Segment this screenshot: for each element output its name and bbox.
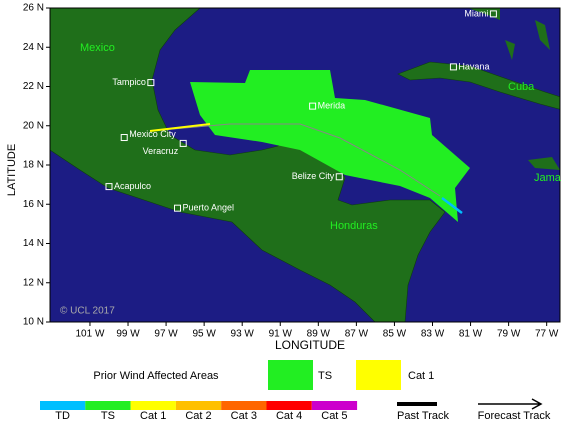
y-tick-label: 16 N (23, 199, 44, 210)
x-tick-label: 95 W (192, 329, 216, 340)
y-tick-label: 10 N (23, 317, 44, 328)
city-label: Acapulco (114, 181, 151, 191)
scale-swatch (175, 401, 222, 410)
legend-label: TS (318, 370, 332, 382)
track-label: Past Track (397, 410, 449, 422)
track-envelope (149, 123, 441, 197)
x-tick-label: 87 W (345, 329, 369, 340)
scale-label: Cat 2 (185, 410, 211, 422)
y-tick-label: 12 N (23, 277, 44, 288)
region-label: Cuba (508, 81, 535, 93)
scale-swatch (85, 401, 131, 410)
forecast-track-sample (478, 398, 543, 410)
scale-swatch (40, 401, 86, 410)
city-marker (309, 102, 317, 110)
y-axis-title: LATITUDE (6, 144, 18, 196)
city-label: Havana (458, 61, 489, 71)
copyright: © UCL 2017 (60, 306, 115, 317)
jamaica (528, 157, 560, 170)
city-marker (449, 63, 457, 71)
city-label: Tampico (112, 77, 146, 87)
legend-swatch (268, 360, 313, 390)
x-tick-label: 101 W (76, 329, 105, 340)
city-marker (179, 139, 187, 147)
city-label: Belize City (292, 171, 335, 181)
mainland (50, 8, 446, 322)
x-tick-label: 93 W (231, 329, 255, 340)
scale-swatch (221, 401, 267, 410)
region-label: Mexico (80, 42, 115, 54)
scale-label: Cat 5 (321, 410, 347, 422)
track-td (441, 197, 463, 214)
x-tick-label: 81 W (459, 329, 483, 340)
x-tick-label: 97 W (154, 329, 178, 340)
legend-title: Prior Wind Affected Areas (93, 370, 219, 382)
y-tick-label: 14 N (23, 238, 44, 249)
cuba (397, 61, 560, 110)
map-area (50, 8, 560, 322)
scale-label: TS (101, 410, 115, 422)
scale-label: Cat 3 (231, 410, 257, 422)
city-label: Miami (464, 8, 488, 18)
city-label: Mexico City (129, 129, 176, 139)
region-label: Honduras (330, 220, 378, 232)
x-tick-label: 99 W (116, 329, 140, 340)
city-label: Puerto Angel (183, 203, 235, 213)
y-tick-label: 22 N (23, 81, 44, 92)
scale-swatch (266, 401, 312, 410)
city-marker (335, 173, 343, 181)
scale-swatch (311, 401, 358, 410)
past-track (149, 123, 211, 132)
track-label: Forecast Track (478, 410, 551, 422)
scale-label: TD (55, 410, 70, 422)
city-marker (174, 204, 181, 212)
city-marker (105, 183, 113, 191)
overlay: Mexico Cuba Jama Honduras © UCL 2017 LAT… (6, 3, 562, 422)
city-marker (489, 10, 497, 18)
city-label: Merida (318, 101, 346, 111)
scale-label: Cat 4 (276, 410, 302, 422)
city-label: Veracruz (143, 146, 179, 156)
region-label: Jama (534, 172, 562, 184)
x-tick-label: 91 W (269, 329, 293, 340)
x-tick-label: 79 W (497, 329, 521, 340)
y-tick-label: 20 N (23, 120, 44, 131)
scale-swatch (130, 401, 176, 410)
wind-area-ts (190, 70, 470, 222)
legend-label: Cat 1 (408, 370, 434, 382)
x-tick-label: 83 W (421, 329, 445, 340)
x-tick-label: 77 W (535, 329, 559, 340)
city-marker (147, 79, 155, 87)
y-tick-label: 26 N (23, 3, 44, 14)
city-marker (120, 134, 128, 142)
scale-label: Cat 1 (140, 410, 166, 422)
x-tick-label: 89 W (307, 329, 331, 340)
x-axis-title: LONGITUDE (275, 338, 345, 352)
legend-swatch (356, 360, 401, 390)
y-tick-label: 24 N (23, 42, 44, 53)
bahamas (505, 20, 550, 60)
y-tick-label: 18 N (23, 160, 44, 171)
x-tick-label: 85 W (383, 329, 407, 340)
